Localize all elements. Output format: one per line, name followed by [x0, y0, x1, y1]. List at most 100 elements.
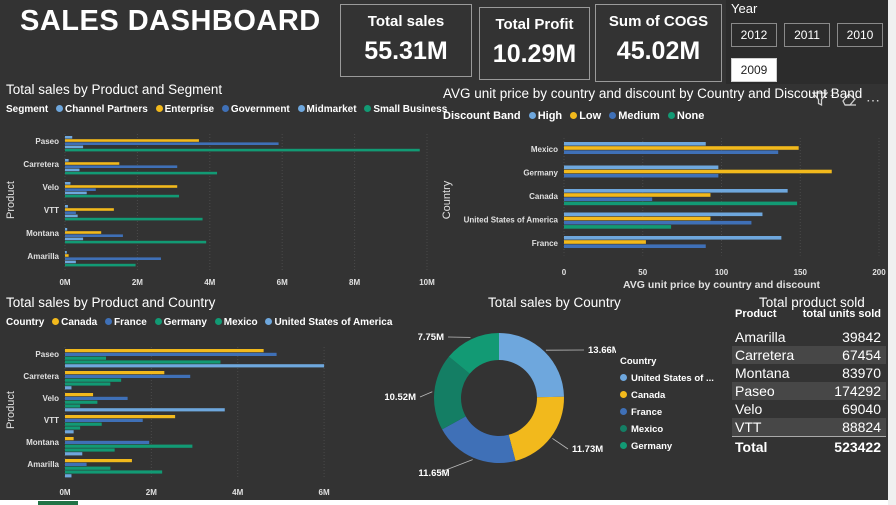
- legend-item[interactable]: Midmarket: [306, 104, 357, 115]
- bar: [65, 415, 176, 419]
- legend-item[interactable]: Canada: [61, 317, 98, 328]
- x-tick-label: 0: [562, 268, 567, 277]
- category-label: Canada: [529, 192, 558, 201]
- category-label: United States of America: [464, 216, 559, 225]
- bar: [65, 437, 74, 441]
- bar: [65, 352, 277, 356]
- legend-item[interactable]: Medium: [618, 110, 660, 122]
- bar: [65, 251, 67, 254]
- year-option-2010[interactable]: 2010: [837, 23, 883, 47]
- bar: [564, 212, 763, 217]
- bar: [65, 260, 76, 264]
- bar: [65, 263, 136, 267]
- kpi-card-sum-of-cogs[interactable]: Sum of COGS 45.02M: [595, 4, 722, 82]
- legend-row[interactable]: Mexico: [620, 424, 714, 441]
- legend-item[interactable]: None: [676, 110, 705, 122]
- cell-units: 88824: [842, 419, 881, 435]
- category-label: Paseo: [35, 350, 59, 359]
- legend-item[interactable]: Mexico: [223, 317, 258, 328]
- category-label: Paseo: [35, 137, 59, 146]
- bar: [65, 393, 94, 397]
- y-axis-title: Product: [5, 391, 17, 429]
- legend-row[interactable]: Germany: [620, 441, 714, 458]
- chart2-plot: 0 50 100 150 200 Mexico Germany Canada United St…: [441, 138, 886, 291]
- legend-row[interactable]: France: [620, 407, 714, 424]
- legend-item[interactable]: Low: [579, 110, 602, 122]
- bar: [65, 145, 84, 149]
- legend-row[interactable]: Canada: [620, 390, 714, 407]
- bar: [65, 217, 203, 221]
- bar: [65, 374, 191, 378]
- legend-item[interactable]: Enterprise: [164, 104, 215, 115]
- bar: [65, 474, 72, 478]
- legend-title: Country: [620, 356, 657, 367]
- legend-item[interactable]: Small Business: [373, 104, 448, 115]
- y-axis-title: Product: [5, 181, 17, 219]
- legend-dot: [364, 105, 372, 112]
- bar: [65, 257, 161, 260]
- table-row[interactable]: Velo 69040: [732, 400, 886, 418]
- legend-dot: [56, 105, 64, 112]
- legend-item[interactable]: Government: [230, 104, 290, 115]
- table-total-row: Total 523422: [732, 436, 886, 457]
- table-row[interactable]: Carretera 67454: [732, 346, 886, 364]
- bar: [65, 356, 107, 360]
- x-tick-label: 100: [715, 268, 729, 277]
- legend-dot: [609, 112, 617, 119]
- x-tick-label: 6M: [319, 488, 330, 497]
- x-tick-label: 10M: [419, 278, 435, 287]
- legend-row[interactable]: United States of ...: [620, 373, 714, 390]
- year-option-2011[interactable]: 2011: [784, 23, 830, 47]
- bar: [65, 162, 120, 165]
- legend-item[interactable]: France: [114, 317, 147, 328]
- bar: [65, 400, 98, 404]
- more-options-icon[interactable]: ⋯: [866, 92, 881, 108]
- slice-label: 11.65M: [418, 468, 449, 479]
- bar: [564, 236, 782, 240]
- bar: [564, 216, 711, 221]
- filter-icon[interactable]: [811, 91, 829, 110]
- legend-item: France: [631, 407, 663, 418]
- legend-dot: [265, 318, 273, 325]
- legend-dot: [52, 318, 60, 325]
- table-row[interactable]: Paseo 174292: [732, 382, 886, 400]
- year-slicer-label: Year: [731, 1, 758, 16]
- bar: [65, 418, 143, 422]
- legend-item[interactable]: Channel Partners: [65, 104, 148, 115]
- column-header-product[interactable]: Product: [735, 308, 777, 320]
- kpi-card-total-profit[interactable]: Total Profit 10.29M: [479, 7, 590, 80]
- x-tick-label: 4M: [232, 488, 243, 497]
- legend-item[interactable]: Germany: [163, 317, 207, 328]
- bar: [564, 240, 646, 244]
- bar: [65, 194, 180, 198]
- legend-item: Germany: [631, 441, 673, 452]
- legend-dot: [620, 425, 627, 432]
- year-option-2012[interactable]: 2012: [731, 23, 777, 47]
- x-tick-label: 2M: [146, 488, 157, 497]
- legend-dot: [620, 391, 627, 398]
- column-header-units[interactable]: total units sold: [802, 308, 881, 320]
- bar: [65, 171, 218, 175]
- bar: [65, 386, 72, 390]
- legend-item[interactable]: United States of America: [274, 317, 393, 328]
- bar: [65, 254, 69, 257]
- year-option-2009[interactable]: 2009: [731, 58, 777, 82]
- legend-dot: [221, 105, 229, 112]
- table-row[interactable]: Amarilla 39842: [732, 328, 886, 346]
- total-value: 523422: [834, 439, 881, 455]
- eraser-icon[interactable]: [841, 92, 857, 109]
- bar: [65, 408, 225, 412]
- kpi-value: 55.31M: [364, 37, 448, 65]
- category-label: Carretera: [23, 160, 59, 169]
- bar: [65, 148, 420, 152]
- kpi-card-total-sales[interactable]: Total sales 55.31M: [340, 4, 472, 77]
- bar: [65, 208, 114, 211]
- leader-line: [437, 459, 473, 474]
- table-row[interactable]: Montana 83970: [732, 364, 886, 382]
- legend-item[interactable]: High: [537, 110, 563, 122]
- sheet-tab-indicator[interactable]: [38, 501, 78, 505]
- table-row[interactable]: VTT 88824: [732, 418, 886, 436]
- vertical-scrollbar[interactable]: [888, 0, 896, 505]
- bar: [564, 150, 779, 154]
